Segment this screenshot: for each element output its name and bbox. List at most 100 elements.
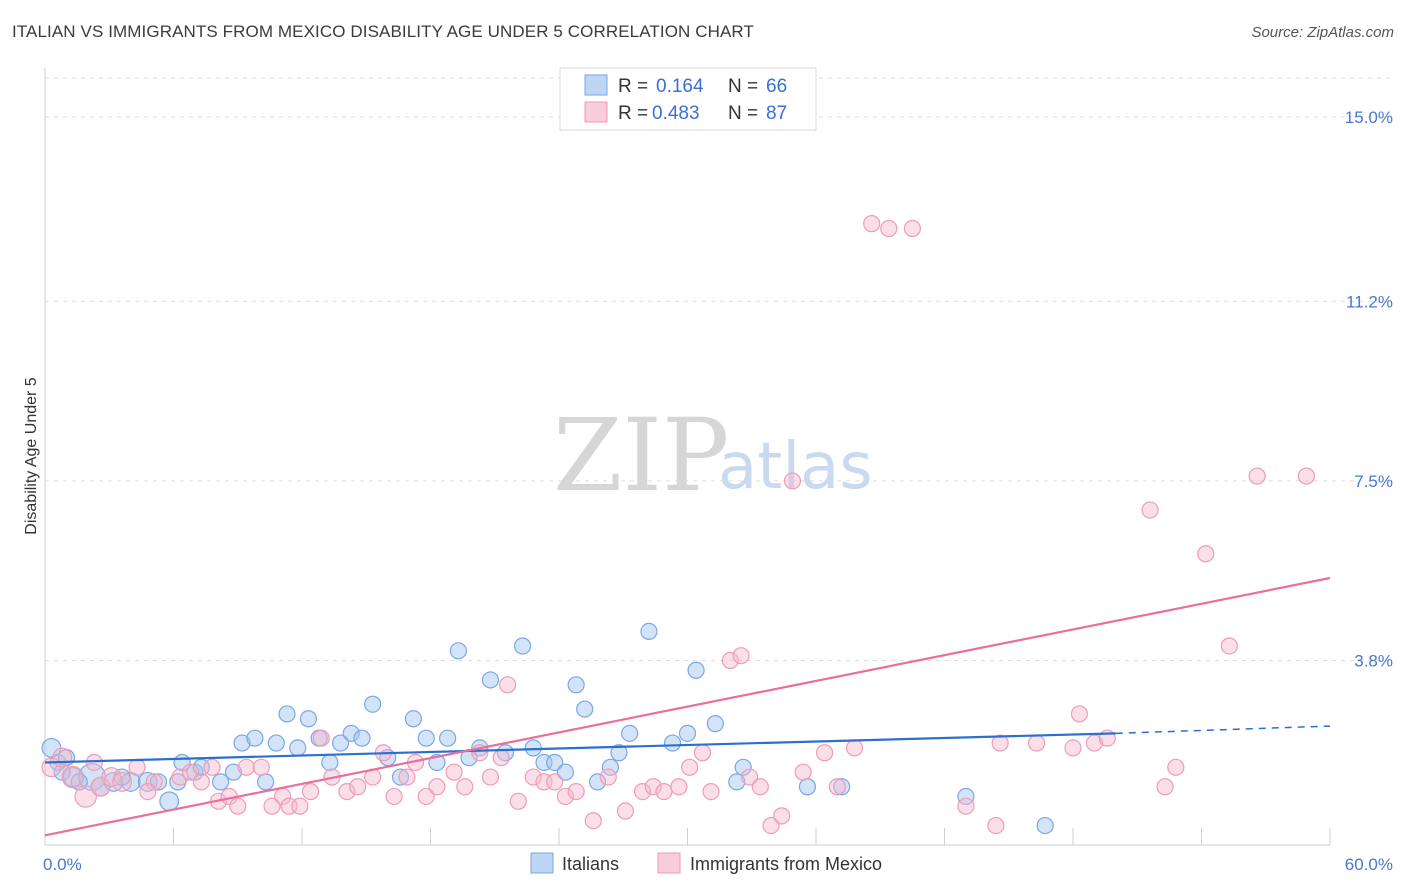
mexico-point-21 — [291, 797, 309, 815]
mexico-point-78 — [1141, 501, 1159, 519]
mexico-point-47 — [599, 768, 617, 786]
mexico-point-68 — [880, 219, 898, 238]
italians-point-44 — [546, 753, 564, 772]
italians-point-39 — [481, 671, 500, 689]
mexico-point-60 — [762, 816, 780, 835]
bottom-legend-label-italians: Italians — [562, 854, 619, 874]
mexico-point-40 — [509, 792, 527, 810]
italians-point-53 — [663, 734, 682, 752]
italians-point-31 — [391, 768, 410, 786]
legend-n-label-2: N = — [728, 103, 758, 124]
mexico-point-22 — [301, 783, 320, 801]
italians-point-10 — [159, 791, 180, 812]
italians-point-26 — [331, 734, 350, 752]
bottom-legend-swatch-mexico — [657, 852, 681, 874]
mexico-point-48 — [616, 802, 634, 820]
mexico-point-61 — [773, 807, 791, 825]
mexico-point-35 — [456, 778, 474, 796]
italians-point-33 — [417, 729, 435, 747]
italians-point-47 — [576, 700, 594, 718]
italians-point-23 — [299, 710, 318, 728]
mexico-point-57 — [732, 647, 750, 665]
mexico-point-2 — [61, 765, 85, 789]
mexico-point-58 — [741, 768, 759, 786]
italians-point-25 — [321, 753, 339, 772]
mexico-point-75 — [1070, 705, 1089, 723]
italians-point-60 — [833, 778, 851, 796]
mexico-point-80 — [1167, 758, 1185, 776]
mexico-point-7 — [128, 758, 146, 776]
mexico-point-69 — [903, 219, 921, 238]
italians-point-27 — [342, 724, 360, 742]
mexico-point-38 — [492, 749, 510, 767]
mexico-point-86 — [139, 783, 157, 801]
y-tick-label-3: 15.0% — [1345, 108, 1393, 127]
mexico-point-16 — [237, 758, 255, 776]
mexico-point-67 — [863, 215, 881, 233]
mexico-point-79 — [1156, 778, 1174, 796]
mexico-point-72 — [991, 734, 1009, 752]
points-layer — [41, 215, 1316, 835]
mexico-point-23 — [312, 729, 330, 747]
legend-r-value-1: 0.164 — [656, 76, 704, 97]
mexico-point-50 — [644, 778, 662, 796]
mexico-point-73 — [1027, 734, 1046, 752]
mexico-point-17 — [252, 758, 270, 776]
mexico-trend-line — [44, 576, 1331, 837]
bottom-legend-label-mexico: Immigrants from Mexico — [690, 854, 882, 874]
mexico-point-59 — [751, 778, 769, 796]
italians-point-46 — [567, 676, 585, 694]
watermark-zip: ZIP — [553, 397, 729, 514]
legend-r-label-2: R = — [618, 103, 648, 124]
mexico-point-49 — [633, 783, 652, 801]
mexico-point-8 — [145, 773, 163, 791]
italians-point-19 — [256, 773, 275, 791]
italians-point-16 — [224, 763, 243, 781]
mexico-point-34 — [445, 763, 463, 781]
mexico-point-46 — [584, 812, 602, 830]
mexico-point-52 — [670, 778, 688, 796]
mexico-point-63 — [794, 763, 812, 781]
italians-point-9 — [149, 773, 168, 791]
italians-point-17 — [233, 734, 251, 752]
mexico-point-71 — [987, 816, 1005, 835]
mexico-point-83 — [1248, 467, 1266, 485]
italians-point-55 — [687, 661, 705, 679]
italians-point-48 — [588, 773, 607, 791]
legend-swatch-italians — [584, 74, 608, 96]
italians-point-56 — [706, 715, 724, 733]
mexico-point-41 — [524, 768, 542, 786]
italians-point-22 — [289, 739, 307, 757]
italians-point-18 — [246, 729, 264, 747]
italians-point-15 — [212, 773, 230, 791]
trend-layer — [44, 576, 1331, 837]
italians-point-54 — [678, 724, 697, 742]
legend-n-value-2: 87 — [766, 103, 787, 124]
mexico-point-70 — [957, 797, 975, 815]
mexico-point-1 — [52, 747, 73, 768]
mexico-point-25 — [338, 783, 356, 801]
mexico-point-44 — [556, 787, 575, 806]
italians-point-42 — [524, 739, 542, 757]
mexico-point-10 — [182, 763, 200, 781]
bottom-legend: Italians Immigrants from Mexico — [530, 852, 882, 874]
mexico-point-43 — [546, 773, 564, 791]
mexico-point-39 — [499, 676, 517, 694]
mexico-point-84 — [1297, 467, 1316, 485]
source-label: Source: ZipAtlas.com — [1251, 24, 1394, 41]
legend-swatch-mexico — [584, 101, 608, 123]
mexico-point-64 — [815, 744, 834, 762]
legend-n-label-1: N = — [728, 76, 758, 97]
italians-point-62 — [1036, 816, 1054, 835]
mexico-point-37 — [481, 768, 500, 786]
mexico-point-11 — [192, 773, 210, 791]
italians-trend-extension — [1115, 725, 1331, 735]
italians-point-29 — [364, 695, 382, 713]
mexico-point-55 — [702, 783, 720, 801]
mexico-point-51 — [655, 783, 673, 801]
mexico-point-82 — [1220, 637, 1238, 655]
mexico-point-30 — [398, 768, 416, 786]
mexico-point-18 — [263, 797, 281, 815]
mexico-point-76 — [1085, 734, 1104, 752]
